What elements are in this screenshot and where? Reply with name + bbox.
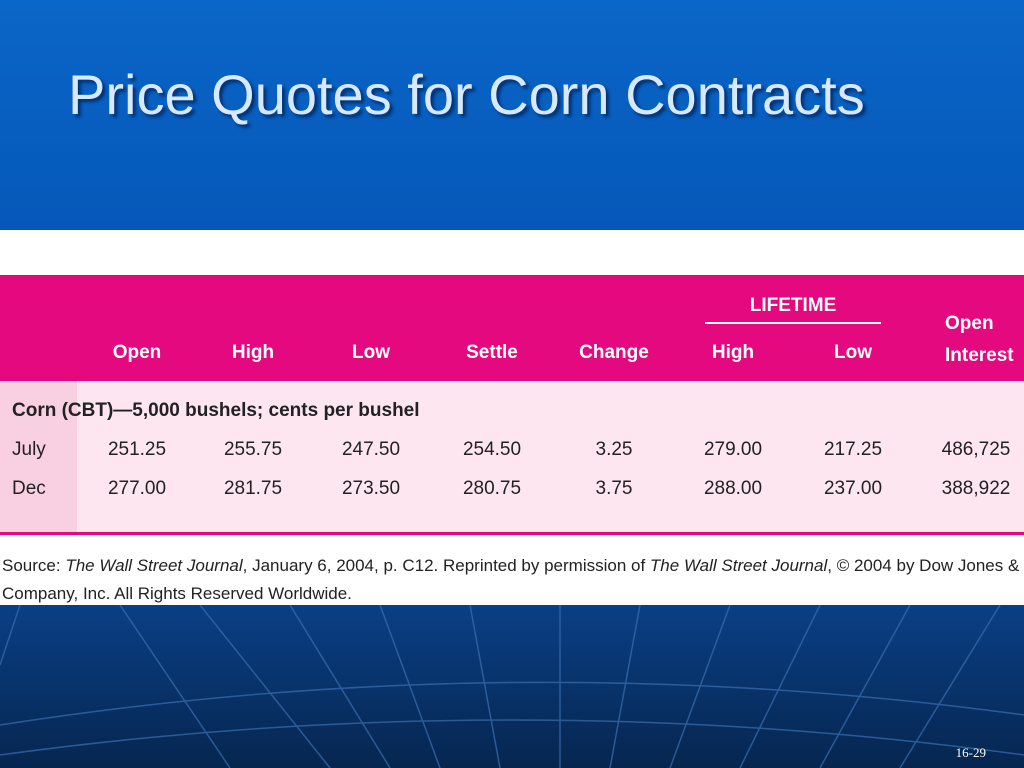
slide-number: 16-29 — [955, 745, 986, 760]
column-header: Open Interest — [945, 313, 1014, 366]
table-cell: 273.50 — [341, 478, 401, 499]
section-label: Corn (CBT)—5,000 bushels; cents per bush… — [12, 400, 420, 421]
table-cell: 281.75 — [223, 478, 283, 499]
title-band — [0, 0, 1024, 230]
table-cell: 486,725 — [941, 439, 1011, 460]
slide-title: Price Quotes for Corn Contracts — [68, 63, 865, 126]
decor-background — [0, 605, 1024, 768]
table-cell: 247.50 — [341, 439, 401, 460]
table-cell: 288.00 — [703, 478, 763, 499]
source-part: The Wall Street Journal — [65, 556, 243, 575]
table-cell: 277.00 — [107, 478, 167, 499]
table-cell: 280.75 — [462, 478, 522, 499]
column-header: High — [711, 342, 755, 363]
column-header: Low — [352, 342, 390, 363]
table-cell: 217.25 — [823, 439, 883, 460]
row-label: July — [12, 439, 46, 460]
table-cell: 237.00 — [823, 478, 883, 499]
source-part: Source: — [2, 556, 66, 575]
column-header: High — [231, 342, 275, 363]
source-part: , © 2004 by Dow Jones & Company, Inc. Al… — [2, 556, 1020, 603]
label-column-bg — [0, 381, 77, 533]
column-header: Low — [834, 342, 872, 363]
table-cell: 279.00 — [703, 439, 763, 460]
column-header: Settle — [466, 342, 518, 363]
table-rule — [0, 532, 1024, 535]
table-header-bg — [0, 275, 1024, 381]
table-cell: 255.75 — [223, 439, 283, 460]
table-cell: 388,922 — [941, 478, 1011, 499]
source-part: The Wall Street Journal — [649, 556, 828, 575]
group-header: LIFETIME — [749, 295, 837, 316]
table-cell: 3.25 — [595, 439, 633, 460]
source-part: , January 6, 2004, p. C12. Reprinted by … — [242, 556, 650, 575]
table-cell: 3.75 — [595, 478, 633, 499]
table-body-bg — [0, 381, 1024, 533]
table-cell: 251.25 — [107, 439, 167, 460]
group-underline — [705, 322, 881, 324]
column-header: Change — [579, 342, 649, 363]
source-note: Source: The Wall Street Journal, January… — [2, 552, 1022, 608]
column-header: Open — [112, 342, 162, 363]
row-label: Dec — [12, 478, 46, 499]
table-cell: 254.50 — [462, 439, 522, 460]
